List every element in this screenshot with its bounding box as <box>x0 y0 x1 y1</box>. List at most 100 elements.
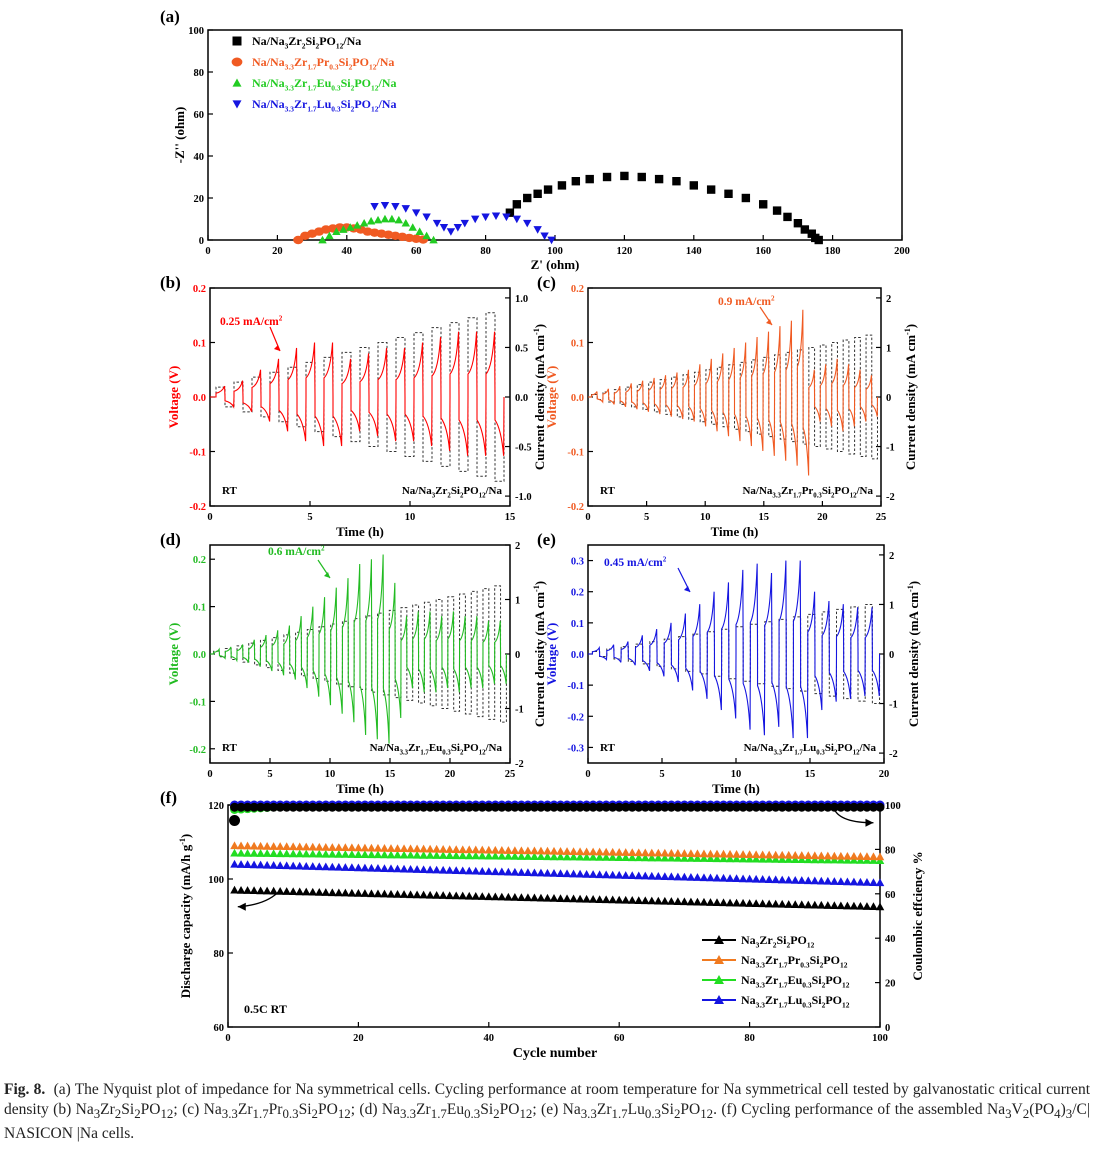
panel-d-x-tick-label: 10 <box>325 769 336 780</box>
panel-f-capacity-point-point <box>530 852 539 860</box>
panel-f-efficiency-point <box>614 802 624 812</box>
panel-f-capacity-point-point <box>686 872 696 881</box>
panel-c-y-tick-label: -0.1 <box>567 448 584 459</box>
panel-f-capacity-point-point <box>745 899 754 907</box>
panel-c-arrowhead <box>766 319 772 325</box>
panel-f-capacity-point-point <box>288 887 298 896</box>
panel-f-capacity-point-point <box>830 877 839 885</box>
panel-f-capacity-point-point <box>634 896 644 904</box>
panel-f-capacity-point-point <box>640 871 650 880</box>
panel-a-series-2-point <box>366 216 376 225</box>
panel-f-capacity-point-point <box>719 854 728 863</box>
panel-a-series-3-point <box>446 228 456 236</box>
panel-e-y2-tick-label: 0 <box>889 650 894 661</box>
panel-f-capacity-point-point <box>803 851 813 860</box>
panel-f-capacity-point-point <box>588 847 598 856</box>
panel-f-x-tick-label: 20 <box>353 1033 364 1044</box>
panel-f-capacity-point-point <box>843 877 852 886</box>
caption-text: (a) The Nyquist plot of impedance for Na… <box>4 1081 1090 1143</box>
panel-f-capacity-point-point <box>477 867 487 875</box>
panel-f-capacity-point-point <box>497 892 507 901</box>
panel-f-capacity-point-point <box>614 848 624 856</box>
panel-f-corner-label: 0.5C RT <box>244 1002 287 1016</box>
panel-a-x-tick-label: 0 <box>205 246 210 257</box>
panel-f-capacity-point-point <box>386 889 396 898</box>
panel-f-capacity-point-point <box>830 855 839 864</box>
panel-f-capacity-point-point <box>810 900 820 909</box>
panel-f-capacity-point-point <box>471 866 481 875</box>
panel-f-capacity-point-point <box>445 891 454 900</box>
panel-f-capacity-point-point <box>588 870 598 878</box>
panel-a-series-3-point <box>391 203 400 211</box>
panel-f-efficiency-point <box>862 802 872 812</box>
panel-f-capacity-point-point <box>751 899 761 907</box>
panel-f-efficiency-point <box>308 802 318 812</box>
panel-a-series-2-point <box>339 225 348 233</box>
panel-f-capacity-point-point <box>843 851 852 860</box>
panel-f-capacity-point-point <box>471 851 481 860</box>
panel-f-capacity-point-point <box>477 892 487 900</box>
panel-f-capacity-point-point <box>654 896 663 905</box>
panel-f-capacity-point-point <box>758 899 767 908</box>
panel-f-capacity-point-point <box>601 847 611 856</box>
panel-f-capacity-point-point <box>236 841 246 850</box>
panel-f-capacity-point-point <box>823 876 833 885</box>
panel-c-y-tick-label: 0.0 <box>571 393 584 404</box>
panel-f-capacity-point-point <box>275 861 285 869</box>
panel-d-cell-label: Na/Na3.3Zr1.7Eu0.3Si2PO12/Na <box>370 742 503 756</box>
panel-f-capacity-point-point <box>680 897 689 906</box>
panel-a-series-2-point <box>415 227 424 235</box>
panel-f-capacity-point-point <box>510 867 520 876</box>
panel-f-capacity-point-point <box>406 844 415 853</box>
panel-f-capacity-point-point <box>745 850 754 858</box>
panel-f-x-tick-label: 100 <box>872 1033 888 1044</box>
panel-f-capacity-point-point <box>764 899 774 908</box>
panel-f-efficiency-point <box>386 802 396 812</box>
panel-f-efficiency-point <box>347 802 357 812</box>
panel-a-series-2-point <box>353 221 362 229</box>
panel-f-y2-tick-label: 60 <box>885 890 896 901</box>
panel-f-capacity-point-point <box>523 893 533 902</box>
panel-f-x-axis-label: Cycle number <box>513 1046 597 1061</box>
panel-f-capacity-point-point <box>849 852 859 860</box>
panel-f-legend-entry: Na3Zr2Si2PO12 <box>741 933 815 950</box>
panel-f-capacity-point-point <box>608 847 617 856</box>
panel-f-efficiency-point <box>595 802 605 812</box>
panel-f-capacity-point-point <box>510 846 520 854</box>
panel-f-capacity-point-point <box>301 842 311 851</box>
panel-f-capacity-point-point <box>660 848 670 857</box>
panel-f-legend-entry: Na3.3Zr1.7Lu0.3Si2PO12 <box>741 993 850 1010</box>
panel-c-annotation: 0.9 mA/cm2 <box>718 294 775 308</box>
panel-a-series-0-point <box>523 193 532 203</box>
panel-f-capacity-point-point <box>347 888 357 897</box>
panel-f-capacity-point-point <box>640 853 650 862</box>
panel-f-capacity-point-point <box>562 847 572 855</box>
panel-f-capacity-point-point <box>797 876 807 884</box>
panel-f-capacity-point-point <box>673 872 683 881</box>
panel-f-capacity-point-point <box>745 854 754 863</box>
panel-a-legend-entry: Na/Na3Zr2Si2PO12/Na <box>252 34 361 51</box>
panel-f-efficiency-point <box>262 802 272 812</box>
panel-f-capacity-point-point <box>334 849 344 858</box>
panel-f-capacity-point-point <box>693 897 702 906</box>
panel-f-capacity-point-point <box>536 846 546 855</box>
panel-f-capacity-point-point <box>458 845 468 854</box>
panel-f-capacity-point-point <box>621 853 631 862</box>
panel-f-capacity-point-point <box>491 845 500 854</box>
panel-f-capacity-point-point <box>712 854 722 863</box>
panel-e-x-tick-label: 15 <box>805 769 816 780</box>
panel-f-efficiency-point <box>477 802 487 812</box>
panel-b-y-tick-label: 0.1 <box>193 339 206 350</box>
panel-f-capacity-point-point <box>230 859 239 868</box>
panel-f-efficiency-point <box>745 802 755 812</box>
panel-f-efficiency-point <box>732 802 742 812</box>
panel-e-arrowhead <box>684 586 690 592</box>
panel-a-legend-entry: Na/Na3.3Zr1.7Lu0.3Si2PO12/Na <box>252 97 396 114</box>
panel-f-efficiency-point <box>516 802 526 812</box>
panel-f-capacity-point-point <box>282 849 291 858</box>
panel-e-label: (e) <box>537 530 556 549</box>
panel-b-x-tick-label: 10 <box>405 512 416 523</box>
panel-f-capacity-point-point <box>262 849 272 857</box>
panel-f-efficiency-point <box>855 802 865 812</box>
panel-f-capacity-point-point <box>608 853 617 861</box>
